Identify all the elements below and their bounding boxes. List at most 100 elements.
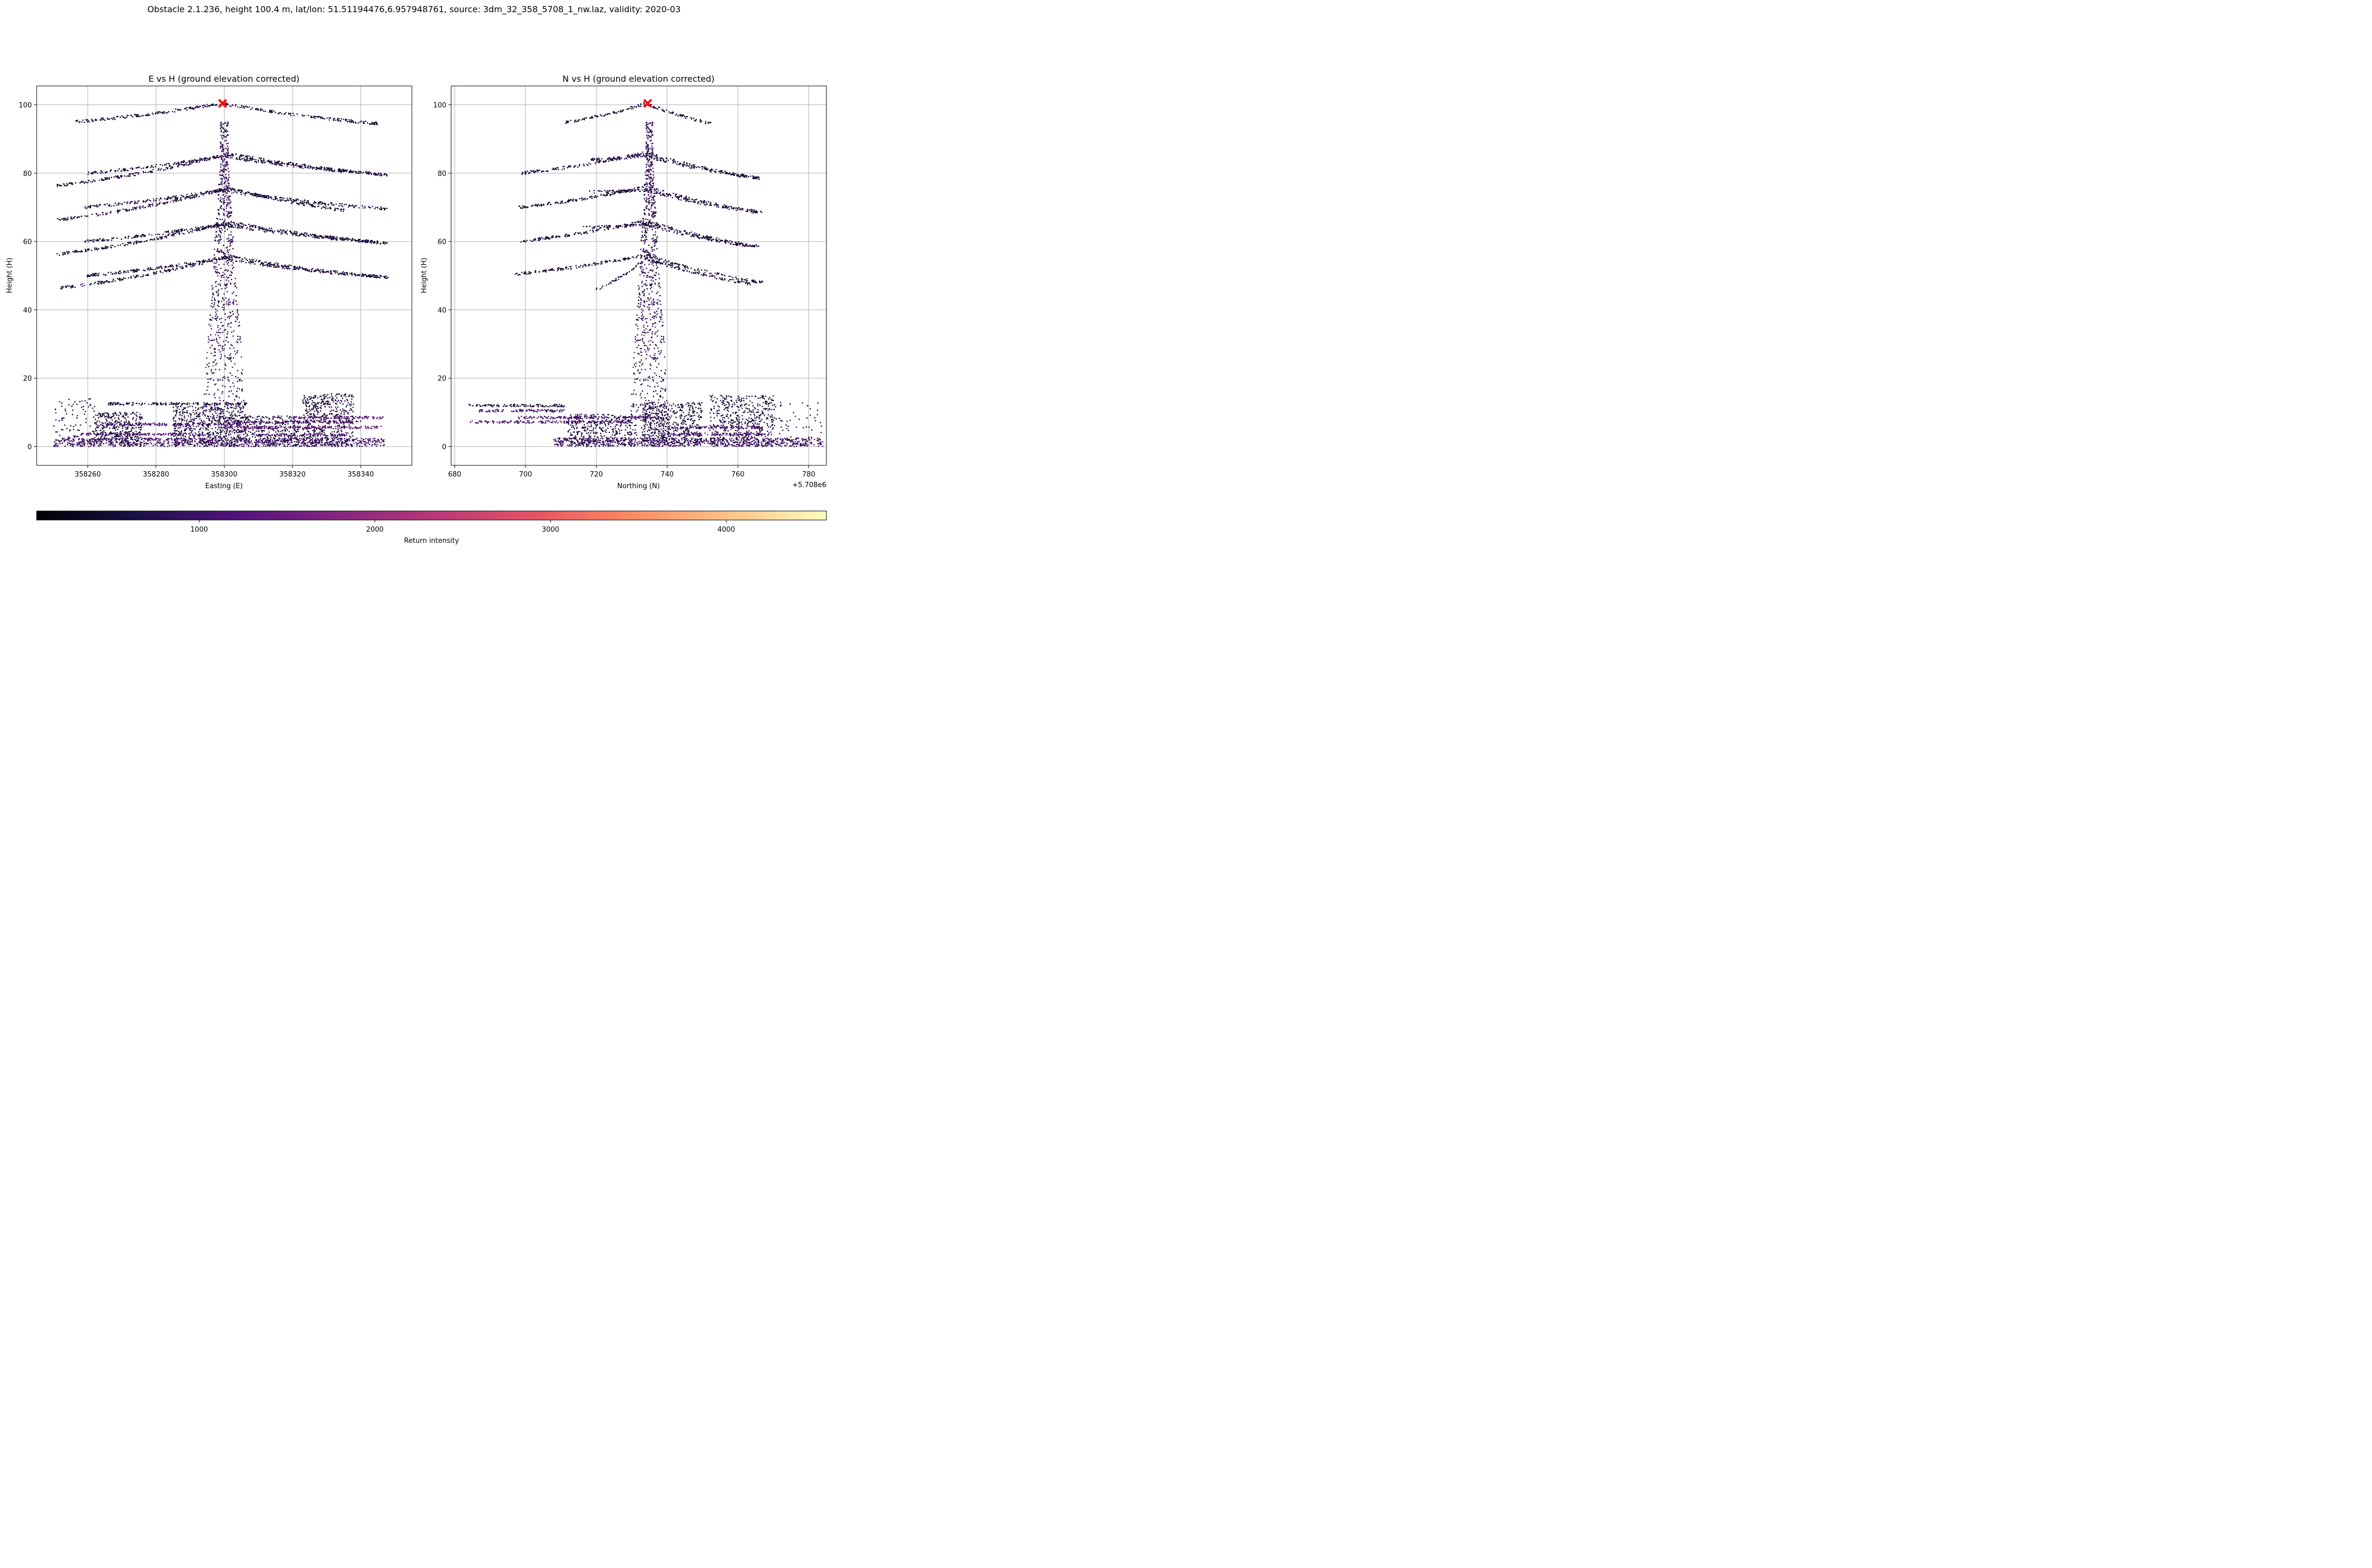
data-point: [243, 437, 245, 439]
data-point: [62, 417, 64, 419]
data-point: [218, 349, 220, 351]
data-point: [223, 203, 225, 205]
data-point: [230, 353, 231, 354]
data-point: [214, 407, 216, 409]
data-point: [190, 414, 192, 416]
data-point: [329, 420, 330, 422]
data-point: [272, 427, 274, 429]
data-point: [259, 427, 261, 429]
data-point: [226, 283, 228, 285]
data-point: [337, 438, 339, 440]
data-point: [222, 411, 224, 412]
data-point: [227, 212, 229, 214]
data-point: [197, 416, 200, 418]
data-point: [230, 312, 231, 314]
data-point: [221, 424, 223, 426]
data-point: [309, 417, 311, 419]
data-point: [316, 427, 318, 429]
data-point: [183, 437, 185, 439]
data-point: [264, 425, 266, 427]
data-point: [229, 439, 231, 441]
data-point: [203, 402, 205, 404]
data-point: [219, 241, 220, 243]
data-point: [220, 427, 222, 429]
data-point: [220, 238, 222, 240]
data-point: [240, 444, 242, 446]
data-point: [173, 423, 175, 425]
data-point: [228, 434, 230, 436]
data-point: [208, 336, 209, 338]
data-point: [284, 433, 286, 435]
data-point: [62, 442, 63, 444]
data-point: [214, 393, 215, 394]
data-point: [214, 430, 217, 432]
data-point: [66, 413, 67, 415]
data-point: [349, 439, 350, 441]
data-point: [231, 444, 232, 446]
data-point: [335, 421, 338, 423]
data-point: [183, 409, 184, 410]
data-point: [247, 440, 249, 443]
data-point: [148, 437, 150, 439]
data-point: [310, 420, 313, 422]
data-point: [359, 427, 361, 429]
data-point: [114, 417, 116, 419]
data-point: [210, 409, 212, 411]
data-point: [318, 434, 320, 435]
data-point: [218, 239, 220, 241]
data-point: [126, 424, 128, 426]
data-point: [313, 430, 315, 432]
data-point: [308, 440, 310, 442]
data-point: [102, 432, 104, 434]
data-point: [255, 420, 257, 422]
data-point: [223, 423, 225, 426]
data-point: [213, 444, 215, 446]
data-point: [230, 417, 232, 419]
data-point: [237, 312, 238, 314]
data-point: [349, 404, 350, 405]
data-point: [135, 431, 137, 432]
data-point: [197, 414, 199, 417]
data-point: [224, 405, 226, 408]
data-point: [219, 409, 221, 411]
data-point: [320, 435, 322, 437]
data-point: [210, 408, 212, 409]
data-point: [235, 316, 237, 318]
data-point: [307, 424, 309, 426]
data-point: [161, 443, 163, 445]
data-point: [227, 179, 229, 181]
data-point: [227, 403, 229, 405]
data-point: [307, 402, 309, 404]
data-point: [219, 228, 221, 230]
data-point: [356, 437, 358, 439]
data-point: [228, 202, 230, 204]
data-point: [226, 410, 228, 412]
data-point: [167, 439, 169, 441]
data-point: [115, 413, 117, 415]
data-point: [235, 406, 237, 408]
data-point: [217, 380, 219, 382]
data-point: [217, 432, 219, 434]
data-point: [376, 441, 378, 443]
data-point: [260, 442, 262, 444]
data-point: [276, 444, 278, 446]
data-point: [352, 431, 353, 433]
data-point: [179, 425, 182, 427]
data-point: [197, 403, 200, 405]
data-point: [183, 411, 185, 413]
data-point: [112, 427, 114, 429]
data-point: [275, 266, 277, 268]
data-point: [129, 435, 131, 436]
data-point: [184, 441, 186, 443]
data-point: [322, 429, 324, 431]
data-point: [69, 429, 71, 431]
data-point: [230, 201, 232, 203]
data-point: [228, 391, 230, 392]
data-point: [224, 227, 226, 229]
data-point: [339, 433, 341, 435]
data-point: [216, 441, 218, 443]
data-point: [197, 425, 200, 427]
data-point: [223, 309, 225, 311]
data-point: [383, 444, 385, 446]
data-point: [176, 410, 178, 412]
